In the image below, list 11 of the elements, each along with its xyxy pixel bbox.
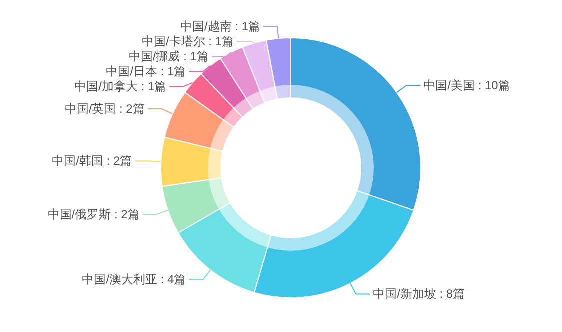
slice-label: 中国/俄罗斯 : 2篇 [48, 207, 140, 222]
slice-label: 中国/卡塔尔 : 1篇 [142, 34, 234, 49]
slice-label: 中国/美国 : 10篇 [424, 78, 510, 93]
slice-label: 中国/澳大利亚 : 4篇 [82, 272, 186, 287]
slice-label: 中国/挪威 : 1篇 [128, 50, 209, 64]
slice-label: 中国/新加坡 : 8篇 [373, 287, 466, 302]
slice-label: 中国/韩国 : 2篇 [52, 154, 132, 168]
slice-label: 中国/日本 : 1篇 [106, 64, 186, 79]
slice-label: 中国/英国 : 2篇 [64, 102, 145, 116]
slice-label: 中国/越南 : 1篇 [180, 20, 260, 34]
slice-label: 中国/加拿大 : 1篇 [74, 80, 167, 94]
